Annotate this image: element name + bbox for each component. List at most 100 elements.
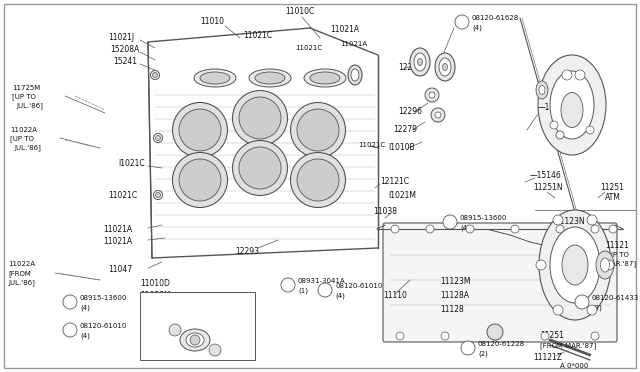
Text: 12121C: 12121C: [380, 177, 409, 186]
Text: 08120-61010: 08120-61010: [335, 283, 382, 289]
Text: A 0*000: A 0*000: [560, 363, 588, 369]
Ellipse shape: [156, 192, 161, 198]
Ellipse shape: [539, 210, 611, 320]
Ellipse shape: [180, 329, 210, 351]
Ellipse shape: [348, 65, 362, 85]
Circle shape: [575, 70, 585, 80]
Circle shape: [587, 305, 597, 315]
Text: 12293: 12293: [235, 247, 259, 257]
Text: [UP TO: [UP TO: [10, 136, 34, 142]
Ellipse shape: [536, 81, 548, 99]
Text: I1021C: I1021C: [118, 160, 145, 169]
Text: 11047: 11047: [108, 266, 132, 275]
Circle shape: [556, 131, 564, 139]
FancyBboxPatch shape: [383, 223, 617, 342]
Ellipse shape: [291, 153, 346, 208]
Text: 08915-13600: 08915-13600: [80, 295, 127, 301]
Text: JUL.'86]: JUL.'86]: [14, 145, 41, 151]
Circle shape: [591, 225, 599, 233]
Circle shape: [466, 225, 474, 233]
Circle shape: [491, 332, 499, 340]
Ellipse shape: [538, 55, 606, 155]
Text: 08120-61228: 08120-61228: [478, 341, 525, 347]
Text: 11725M: 11725M: [12, 85, 40, 91]
Text: [UP TO: [UP TO: [605, 251, 629, 259]
Circle shape: [536, 260, 546, 270]
Text: 11021J: 11021J: [108, 33, 134, 42]
Circle shape: [587, 215, 597, 225]
Text: 12279: 12279: [393, 125, 417, 135]
Text: 11251: 11251: [540, 330, 564, 340]
Text: (4): (4): [335, 293, 345, 299]
Text: (2): (2): [592, 305, 602, 311]
Circle shape: [318, 283, 332, 297]
Ellipse shape: [152, 73, 157, 77]
Circle shape: [511, 225, 519, 233]
Text: 11010C: 11010C: [285, 7, 314, 16]
Circle shape: [443, 215, 457, 229]
Circle shape: [429, 92, 435, 98]
Ellipse shape: [435, 53, 455, 81]
Circle shape: [441, 332, 449, 340]
Text: 11251: 11251: [600, 183, 624, 192]
Text: W: W: [67, 299, 74, 305]
Bar: [140, 292, 255, 360]
Circle shape: [562, 70, 572, 80]
Ellipse shape: [550, 71, 594, 139]
Ellipse shape: [550, 227, 600, 303]
Text: 08931-3041A: 08931-3041A: [298, 278, 346, 284]
Text: 08120-61628: 08120-61628: [472, 15, 519, 21]
Text: W: W: [447, 219, 453, 225]
Circle shape: [63, 323, 77, 337]
Circle shape: [461, 341, 475, 355]
Circle shape: [169, 324, 181, 336]
Circle shape: [553, 215, 563, 225]
Ellipse shape: [417, 58, 422, 65]
Circle shape: [604, 260, 614, 270]
Text: (4): (4): [80, 305, 90, 311]
Ellipse shape: [255, 72, 285, 84]
Text: 11123N: 11123N: [555, 218, 584, 227]
Text: 11021C: 11021C: [243, 31, 272, 39]
Circle shape: [431, 108, 445, 122]
Ellipse shape: [600, 258, 609, 272]
Circle shape: [391, 225, 399, 233]
Text: 15241: 15241: [113, 58, 137, 67]
Text: VG30T,ATM: VG30T,ATM: [168, 297, 208, 303]
Text: S: S: [286, 282, 290, 288]
Ellipse shape: [539, 86, 545, 94]
Ellipse shape: [156, 135, 161, 141]
Text: 08120-61010: 08120-61010: [80, 323, 127, 329]
Ellipse shape: [297, 109, 339, 151]
Circle shape: [586, 126, 594, 134]
Text: 08120-61433: 08120-61433: [592, 295, 639, 301]
Text: 11128: 11128: [440, 305, 464, 314]
Ellipse shape: [561, 93, 583, 128]
Circle shape: [541, 332, 549, 340]
Circle shape: [63, 295, 77, 309]
Text: 11021A: 11021A: [103, 237, 132, 247]
Text: MAR.'87]: MAR.'87]: [605, 261, 636, 267]
Text: 12296E: 12296E: [398, 64, 427, 73]
Text: B: B: [466, 345, 470, 351]
Circle shape: [553, 305, 563, 315]
Text: (4): (4): [460, 225, 470, 231]
Ellipse shape: [239, 97, 281, 139]
Text: I1010B: I1010B: [388, 144, 415, 153]
Text: 11021A: 11021A: [330, 26, 359, 35]
Text: JUL.'86]: JUL.'86]: [8, 280, 35, 286]
Text: 11110: 11110: [383, 292, 407, 301]
Ellipse shape: [562, 245, 588, 285]
Ellipse shape: [173, 103, 227, 157]
Ellipse shape: [154, 134, 163, 142]
Text: B: B: [580, 299, 584, 305]
Text: (2): (2): [478, 351, 488, 357]
Text: 11038M: 11038M: [140, 291, 171, 299]
Ellipse shape: [150, 71, 159, 80]
Ellipse shape: [194, 69, 236, 87]
Text: 11022A: 11022A: [10, 127, 37, 133]
Ellipse shape: [232, 141, 287, 196]
Circle shape: [591, 332, 599, 340]
Circle shape: [281, 278, 295, 292]
Text: [FROM MAR.'87]: [FROM MAR.'87]: [540, 343, 596, 349]
